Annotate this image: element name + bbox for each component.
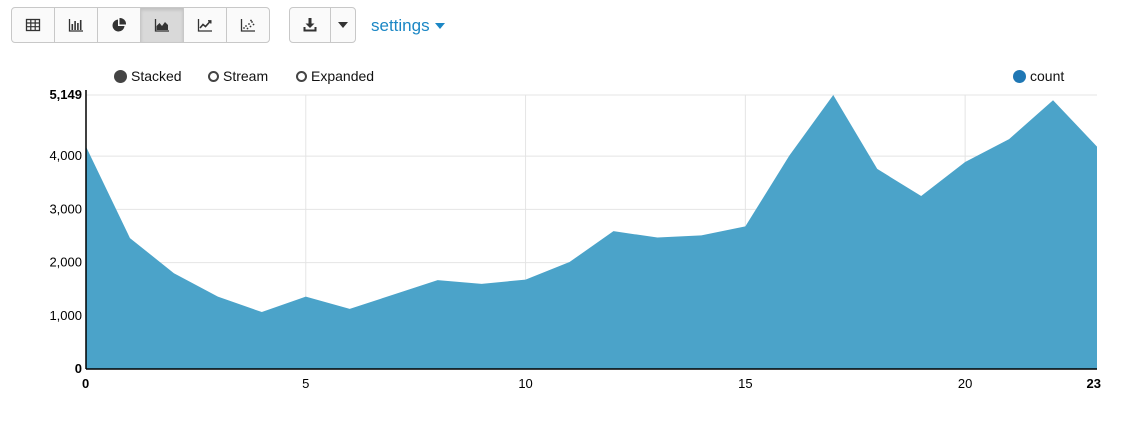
series-legend-count[interactable]: count	[1013, 68, 1064, 84]
pie-chart-icon	[112, 17, 127, 32]
data-point	[304, 295, 307, 298]
download-button-group	[289, 7, 356, 43]
download-icon	[303, 18, 317, 32]
series-area-count	[86, 95, 1097, 369]
expanded-option-label: Expanded	[311, 68, 375, 84]
settings-label: settings	[371, 16, 430, 35]
caret-down-icon	[434, 23, 445, 29]
download-button[interactable]	[290, 8, 331, 42]
line-chart-button[interactable]	[184, 8, 227, 42]
data-point	[1052, 99, 1055, 102]
y-tick-label: 1,000	[49, 308, 82, 323]
data-point	[348, 307, 351, 310]
data-point	[612, 230, 615, 233]
series-color-dot	[1013, 69, 1026, 83]
x-tick-label: 15	[738, 376, 752, 391]
data-point	[436, 279, 439, 282]
stacked-option-label: Stacked	[131, 68, 182, 84]
data-point	[656, 236, 659, 239]
data-point	[700, 234, 703, 237]
line-chart-icon	[197, 19, 212, 32]
caret-down-icon	[338, 22, 348, 28]
settings-dropdown[interactable]: settings	[371, 16, 445, 36]
table-view-button[interactable]	[12, 8, 55, 42]
scatter-chart-icon	[240, 19, 255, 32]
data-point	[568, 261, 571, 264]
data-point	[480, 282, 483, 285]
data-point	[744, 225, 747, 228]
radio-unselected-icon	[296, 70, 307, 82]
data-point	[1096, 145, 1099, 148]
data-point	[524, 278, 527, 281]
bar-chart-icon	[68, 19, 83, 32]
view-button-group	[11, 7, 270, 43]
y-tick-label: 0	[75, 361, 82, 376]
data-point	[920, 195, 923, 198]
data-point	[172, 272, 175, 275]
data-point	[1008, 138, 1011, 141]
stacked-option[interactable]: Stacked	[114, 68, 182, 84]
x-tick-label: 0	[82, 376, 89, 391]
x-tick-label: 23	[1087, 376, 1101, 391]
download-options-dropdown[interactable]	[331, 8, 355, 42]
data-point	[216, 295, 219, 298]
y-tick-label: 3,000	[49, 201, 82, 216]
scatter-chart-button[interactable]	[227, 8, 269, 42]
radio-unselected-icon	[208, 70, 219, 82]
view-toolbar	[11, 7, 270, 43]
data-point	[964, 160, 967, 163]
y-tick-label: 2,000	[49, 255, 82, 270]
table-icon	[25, 18, 41, 32]
area-chart-button[interactable]	[141, 8, 184, 42]
x-tick-label: 10	[518, 376, 532, 391]
x-tick-label: 5	[302, 376, 309, 391]
y-tick-label: 5,149	[49, 87, 82, 102]
pie-chart-button[interactable]	[98, 8, 141, 42]
data-point	[788, 154, 791, 157]
data-point	[876, 167, 879, 170]
series-legend-label: count	[1030, 68, 1065, 84]
stream-option-label: Stream	[223, 68, 269, 84]
y-tick-label: 4,000	[49, 148, 82, 163]
data-point	[260, 311, 263, 314]
radio-selected-icon	[114, 69, 127, 83]
data-point	[392, 293, 395, 296]
x-tick-label: 20	[958, 376, 972, 391]
area-chart-icon	[154, 19, 169, 32]
expanded-option[interactable]: Expanded	[296, 68, 374, 84]
data-point	[128, 237, 131, 240]
stream-option[interactable]: Stream	[208, 68, 268, 84]
bar-chart-button[interactable]	[55, 8, 98, 42]
data-point	[832, 94, 835, 97]
